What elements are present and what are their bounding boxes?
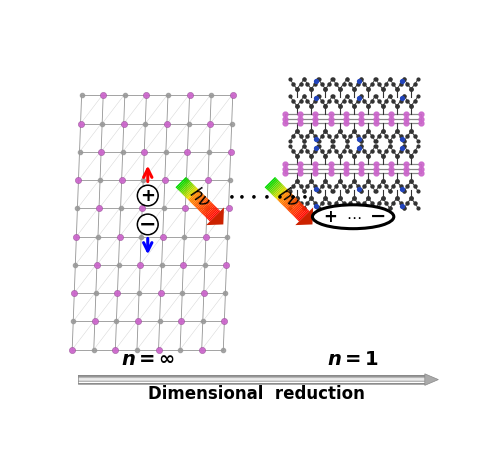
Polygon shape — [283, 195, 294, 207]
Polygon shape — [269, 181, 281, 193]
Polygon shape — [198, 200, 210, 211]
Polygon shape — [278, 190, 290, 202]
Text: $\bullet\bullet\bullet\bullet\bullet\bullet\bullet$: $\bullet\bullet\bullet\bullet\bullet\bul… — [227, 189, 308, 202]
Polygon shape — [203, 204, 214, 216]
Polygon shape — [292, 204, 304, 216]
Polygon shape — [288, 200, 299, 211]
Polygon shape — [294, 207, 306, 218]
Polygon shape — [294, 205, 305, 217]
Polygon shape — [266, 178, 278, 189]
Polygon shape — [282, 194, 294, 206]
Polygon shape — [184, 185, 195, 196]
Polygon shape — [192, 193, 203, 204]
Polygon shape — [195, 196, 206, 208]
Text: +: + — [140, 187, 155, 205]
Text: Dimensional  reduction: Dimensional reduction — [148, 385, 364, 403]
Polygon shape — [276, 188, 287, 200]
Polygon shape — [285, 198, 297, 209]
Ellipse shape — [312, 205, 394, 229]
Polygon shape — [198, 198, 209, 210]
Text: −: − — [370, 207, 386, 226]
Polygon shape — [206, 207, 217, 218]
Polygon shape — [264, 177, 276, 189]
Polygon shape — [187, 188, 198, 200]
Polygon shape — [189, 190, 201, 202]
Text: $h\nu$: $h\nu$ — [186, 184, 213, 212]
Polygon shape — [296, 208, 307, 219]
Circle shape — [139, 187, 156, 204]
Text: $\boldsymbol{n = \infty}$: $\boldsymbol{n = \infty}$ — [120, 350, 175, 369]
Polygon shape — [188, 189, 200, 201]
Polygon shape — [181, 183, 193, 194]
Polygon shape — [176, 178, 188, 189]
Polygon shape — [200, 201, 211, 212]
Polygon shape — [202, 203, 213, 215]
Polygon shape — [180, 181, 192, 193]
Polygon shape — [425, 374, 438, 385]
Polygon shape — [284, 196, 296, 208]
Polygon shape — [272, 184, 283, 195]
Text: $\boldsymbol{n = 1}$: $\boldsymbol{n = 1}$ — [327, 350, 379, 369]
Text: $h\nu$: $h\nu$ — [274, 184, 302, 212]
Polygon shape — [270, 183, 282, 194]
Polygon shape — [182, 184, 194, 195]
Polygon shape — [208, 210, 220, 221]
Polygon shape — [267, 179, 278, 191]
Polygon shape — [280, 192, 291, 203]
Polygon shape — [206, 207, 224, 225]
Polygon shape — [200, 202, 212, 213]
Polygon shape — [290, 202, 302, 213]
Polygon shape — [208, 209, 219, 220]
Polygon shape — [206, 208, 218, 219]
Polygon shape — [280, 193, 292, 204]
Polygon shape — [196, 198, 207, 209]
Polygon shape — [186, 187, 198, 198]
Polygon shape — [296, 209, 308, 220]
Circle shape — [139, 216, 156, 233]
Polygon shape — [277, 189, 289, 201]
Polygon shape — [296, 207, 313, 225]
Polygon shape — [274, 186, 285, 198]
Polygon shape — [194, 195, 205, 207]
Polygon shape — [192, 194, 204, 206]
Polygon shape — [288, 201, 300, 212]
Polygon shape — [204, 205, 216, 217]
Polygon shape — [291, 203, 302, 215]
Polygon shape — [190, 192, 202, 203]
Polygon shape — [272, 185, 284, 196]
Polygon shape — [275, 187, 286, 198]
Polygon shape — [268, 180, 280, 192]
Text: $\cdots$: $\cdots$ — [346, 209, 362, 224]
Polygon shape — [184, 186, 196, 198]
Polygon shape — [179, 180, 190, 192]
Polygon shape — [286, 198, 298, 210]
Text: −: − — [139, 215, 156, 234]
Circle shape — [138, 185, 158, 206]
Polygon shape — [298, 210, 310, 221]
Polygon shape — [178, 179, 190, 191]
Text: +: + — [323, 208, 337, 226]
Polygon shape — [176, 177, 187, 189]
Circle shape — [138, 214, 158, 235]
